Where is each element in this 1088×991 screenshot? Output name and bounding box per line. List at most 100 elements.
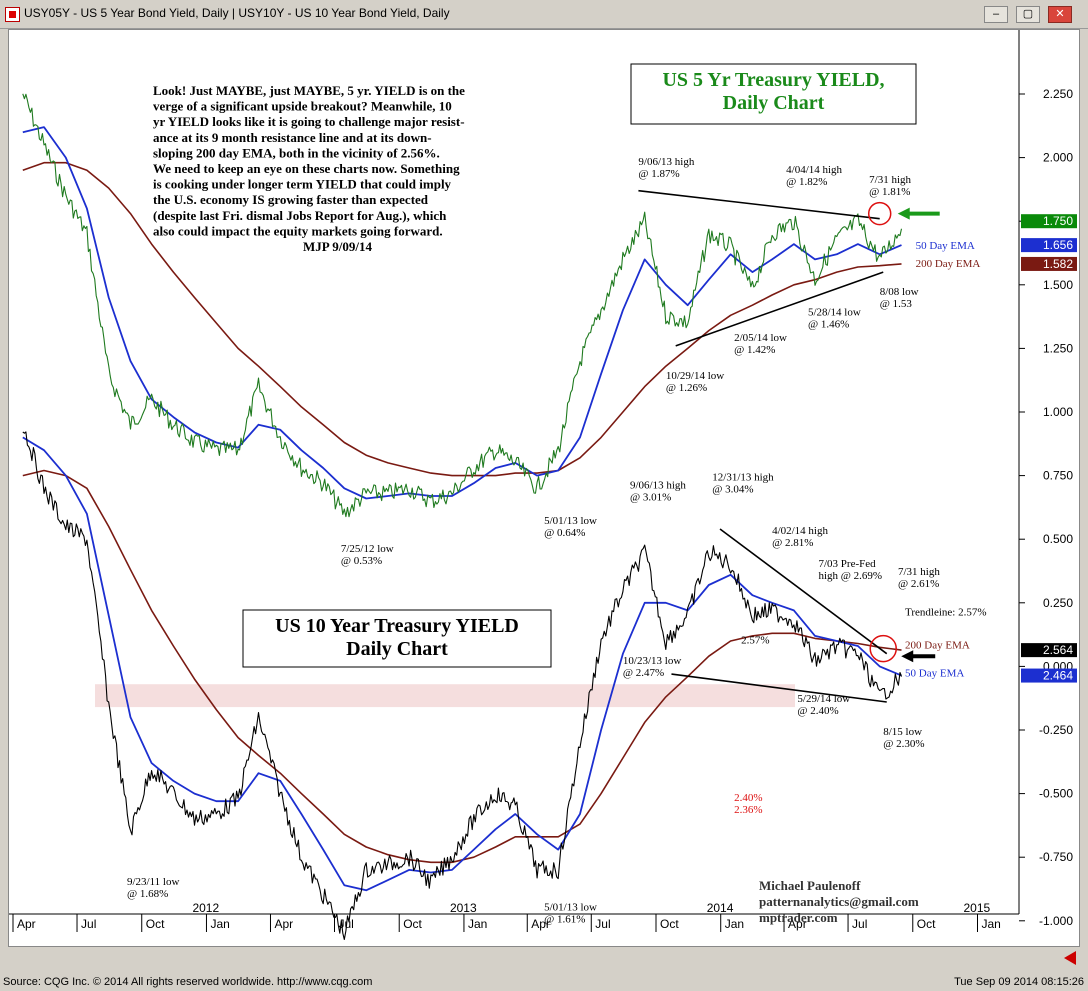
annotation-line: 50 Day EMA [905, 668, 964, 680]
ten-year-annotation: 5/29/14 low@ 2.40% [797, 693, 850, 717]
minimize-button[interactable]: – [984, 6, 1008, 23]
value-box-bg [1021, 668, 1077, 683]
commentary-line: (despite last Fri. dismal Jobs Report fo… [153, 208, 447, 223]
annotation-line: 7/03 Pre-Fed [819, 558, 877, 570]
five-year-annotation: 7/31 high@ 1.81% [869, 174, 911, 198]
annotation-line: 7/31 high [869, 174, 911, 186]
app-icon [5, 7, 20, 22]
five-year-yield-line [22, 93, 903, 518]
ten-year-resistance-circle [869, 634, 897, 663]
value-box-bg [1021, 256, 1077, 271]
ten-year-annotation: 4/02/14 high@ 2.81% [772, 525, 828, 549]
annotation-line: @ 1.68% [127, 888, 168, 900]
five-year-resistance-trendline [638, 189, 880, 220]
annotation-line: 2.57% [741, 635, 769, 647]
y-tick-label: -0.250 [1039, 723, 1073, 737]
annotation-line: @ 1.87% [638, 168, 679, 180]
annotation-line: 9/06/13 high [638, 156, 694, 168]
ten-year-annotation: 5/01/13 low@ 1.61% [544, 902, 597, 926]
commentary-line: sloping 200 day EMA, both in the vicinit… [153, 145, 440, 160]
annotation-line: @ 2.40% [797, 705, 838, 717]
x-month-label: Jan [725, 917, 744, 931]
annotation-line: @ 1.46% [808, 318, 849, 330]
five-year-last-value: 1.656 [1021, 238, 1077, 253]
value-box-text: 1.750 [1043, 214, 1073, 228]
source-notice: Source: CQG Inc. © 2014 All rights reser… [3, 976, 373, 988]
ten-year-resistance-trendline [719, 528, 888, 655]
x-month-label: Apr [274, 917, 293, 931]
commentary-line: We need to keep an eye on these charts n… [153, 161, 460, 176]
x-year-label: 2014 [707, 901, 734, 915]
x-year-label: 2015 [963, 901, 990, 915]
five-year-annotation: 200 Day EMA [916, 258, 981, 270]
y-tick-label: 1.500 [1043, 278, 1073, 292]
five-year-annotation: 7/25/12 low@ 0.53% [341, 543, 394, 567]
annotation-line: @ 1.53 [880, 298, 913, 310]
annotation-line: 50 Day EMA [916, 240, 975, 252]
maximize-button[interactable]: ▢ [1016, 6, 1040, 23]
commentary-line: the U.S. economy IS growing faster than … [153, 192, 429, 207]
annotation-line: 2.36% [734, 804, 762, 816]
commentary-line: is cooking under longer term YIELD that … [153, 177, 452, 192]
ten-year-arrow-icon [901, 650, 936, 663]
annotation-line: 7/25/12 low [341, 543, 394, 555]
x-month-label: Jul [81, 917, 96, 931]
commentary-line: MJP 9/09/14 [303, 239, 372, 254]
annotation-line: 9/06/13 high [630, 479, 686, 491]
title-line: US 10 Year Treasury YIELD [275, 615, 519, 637]
y-tick-label: 1.000 [1043, 405, 1073, 419]
five-year-support-trendline [675, 271, 884, 347]
annotation-line: @ 3.01% [630, 491, 671, 503]
ten-year-annotation: Trendleine: 2.57% [905, 607, 986, 619]
credit-line: Michael Paulenoff [759, 878, 861, 893]
annotation-line: high @ 2.69% [819, 570, 883, 582]
y-tick-label: -0.500 [1039, 787, 1073, 801]
annotation-line: 8/15 low [883, 726, 922, 738]
annotation-line: @ 2.61% [898, 578, 939, 590]
annotation-line: 200 Day EMA [905, 640, 970, 652]
x-month-label: Oct [917, 917, 936, 931]
x-year-label: 2013 [450, 901, 477, 915]
annotation-line: 12/31/13 high [712, 472, 774, 484]
close-button[interactable]: ✕ [1048, 6, 1072, 23]
annotation-line: @ 2.30% [883, 738, 924, 750]
x-month-label: Apr [17, 917, 36, 931]
x-month-label: Jul [852, 917, 867, 931]
x-year-label: 2012 [192, 901, 219, 915]
annotation-line: @ 1.42% [734, 344, 775, 356]
five-year-last-value: 1.582 [1021, 256, 1077, 271]
x-month-label: Jan [210, 917, 229, 931]
annotation-line: @ 2.81% [772, 537, 813, 549]
y-tick-label: 2.000 [1043, 151, 1073, 165]
y-tick-label: 2.250 [1043, 87, 1073, 101]
five-year-annotation: 4/04/14 high@ 1.82% [786, 164, 842, 188]
value-box-bg [1021, 643, 1077, 658]
annotation-line: @ 1.26% [666, 382, 707, 394]
annotation-line: 4/02/14 high [772, 525, 828, 537]
title-box-frame [242, 609, 552, 668]
chart-area: 2.250 2.000 1.750 1.500 1.250 1.000 0.750 0.500… [8, 29, 1080, 947]
commentary-line: yr YIELD looks like it is going to chall… [153, 114, 465, 129]
scroll-left-arrow-icon[interactable] [1064, 951, 1076, 965]
value-box-text: 1.582 [1043, 257, 1073, 271]
value-box-text: 1.656 [1043, 238, 1073, 252]
ten-year-annotation: 2.57% [741, 635, 769, 647]
five-year-annotation: 5/28/14 low@ 1.46% [808, 306, 861, 330]
annotation-line: @ 1.82% [786, 176, 827, 188]
annotation-line: 5/01/13 low [544, 515, 597, 527]
annotation-line: 8/08 low [880, 286, 919, 298]
value-box-text: 2.464 [1043, 669, 1073, 683]
five-year-title-box: US 5 Yr Treasury YIELD,Daily Chart [630, 63, 917, 125]
x-month-label: Apr [788, 917, 807, 931]
annotation-line: 5/29/14 low [797, 693, 850, 705]
ten-year-support-trendline [671, 673, 887, 703]
five-year-annotation: 50 Day EMA [916, 240, 975, 252]
x-month-label: Oct [403, 917, 422, 931]
annotation-line: 5/01/13 low [544, 902, 597, 914]
ten-year-last-value: 2.464 [1021, 668, 1077, 683]
five-year-annotation: 10/29/14 low@ 1.26% [666, 370, 724, 394]
five-year-200-ema-line [22, 161, 902, 477]
ten-year-yield-line [22, 431, 903, 941]
annotation-line: 4/04/14 high [786, 164, 842, 176]
